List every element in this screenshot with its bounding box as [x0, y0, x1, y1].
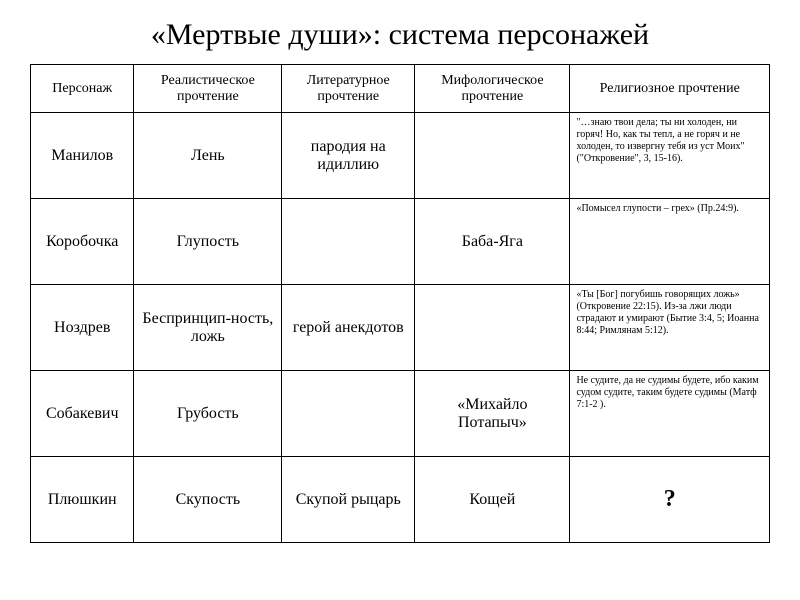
cell-literary: Скупой рыцарь: [282, 457, 415, 543]
cell-literary: [282, 371, 415, 457]
header-religious: Религиозное прочтение: [570, 65, 770, 113]
header-mythological: Мифологическое прочтение: [415, 65, 570, 113]
header-character: Персонаж: [31, 65, 134, 113]
cell-mythological: [415, 113, 570, 199]
cell-character: Собакевич: [31, 371, 134, 457]
cell-religious: "…знаю твои дела; ты ни холоден, ни горя…: [570, 113, 770, 199]
cell-literary: [282, 199, 415, 285]
table-row: Ноздрев Беспринцип-ность, ложь герой ане…: [31, 285, 770, 371]
cell-religious: ?: [570, 457, 770, 543]
slide-title: «Мертвые души»: система персонажей: [30, 18, 770, 52]
cell-character: Плюшкин: [31, 457, 134, 543]
table-row: Манилов Лень пародия на идиллию "…знаю т…: [31, 113, 770, 199]
cell-religious: Не судите, да не судимы будете, ибо каки…: [570, 371, 770, 457]
characters-table: Персонаж Реалистическое прочтение Литера…: [30, 64, 770, 543]
cell-realistic: Беспринцип-ность, ложь: [134, 285, 282, 371]
cell-mythological: Баба-Яга: [415, 199, 570, 285]
cell-religious: «Ты [Бог] погубишь говорящих ложь» (Откр…: [570, 285, 770, 371]
cell-character: Манилов: [31, 113, 134, 199]
cell-realistic: Глупость: [134, 199, 282, 285]
cell-realistic: Скупость: [134, 457, 282, 543]
cell-realistic: Лень: [134, 113, 282, 199]
header-realistic: Реалистическое прочтение: [134, 65, 282, 113]
cell-mythological: Кощей: [415, 457, 570, 543]
cell-literary: герой анекдотов: [282, 285, 415, 371]
table-row: Коробочка Глупость Баба-Яга «Помысел глу…: [31, 199, 770, 285]
cell-mythological: «Михайло Потапыч»: [415, 371, 570, 457]
cell-literary: пародия на идиллию: [282, 113, 415, 199]
header-row: Персонаж Реалистическое прочтение Литера…: [31, 65, 770, 113]
cell-character: Ноздрев: [31, 285, 134, 371]
cell-realistic: Грубость: [134, 371, 282, 457]
table-row: Собакевич Грубость «Михайло Потапыч» Не …: [31, 371, 770, 457]
header-literary: Литературное прочтение: [282, 65, 415, 113]
cell-character: Коробочка: [31, 199, 134, 285]
cell-mythological: [415, 285, 570, 371]
cell-religious: «Помысел глупости – грех» (Пр.24:9).: [570, 199, 770, 285]
table-row: Плюшкин Скупость Скупой рыцарь Кощей ?: [31, 457, 770, 543]
